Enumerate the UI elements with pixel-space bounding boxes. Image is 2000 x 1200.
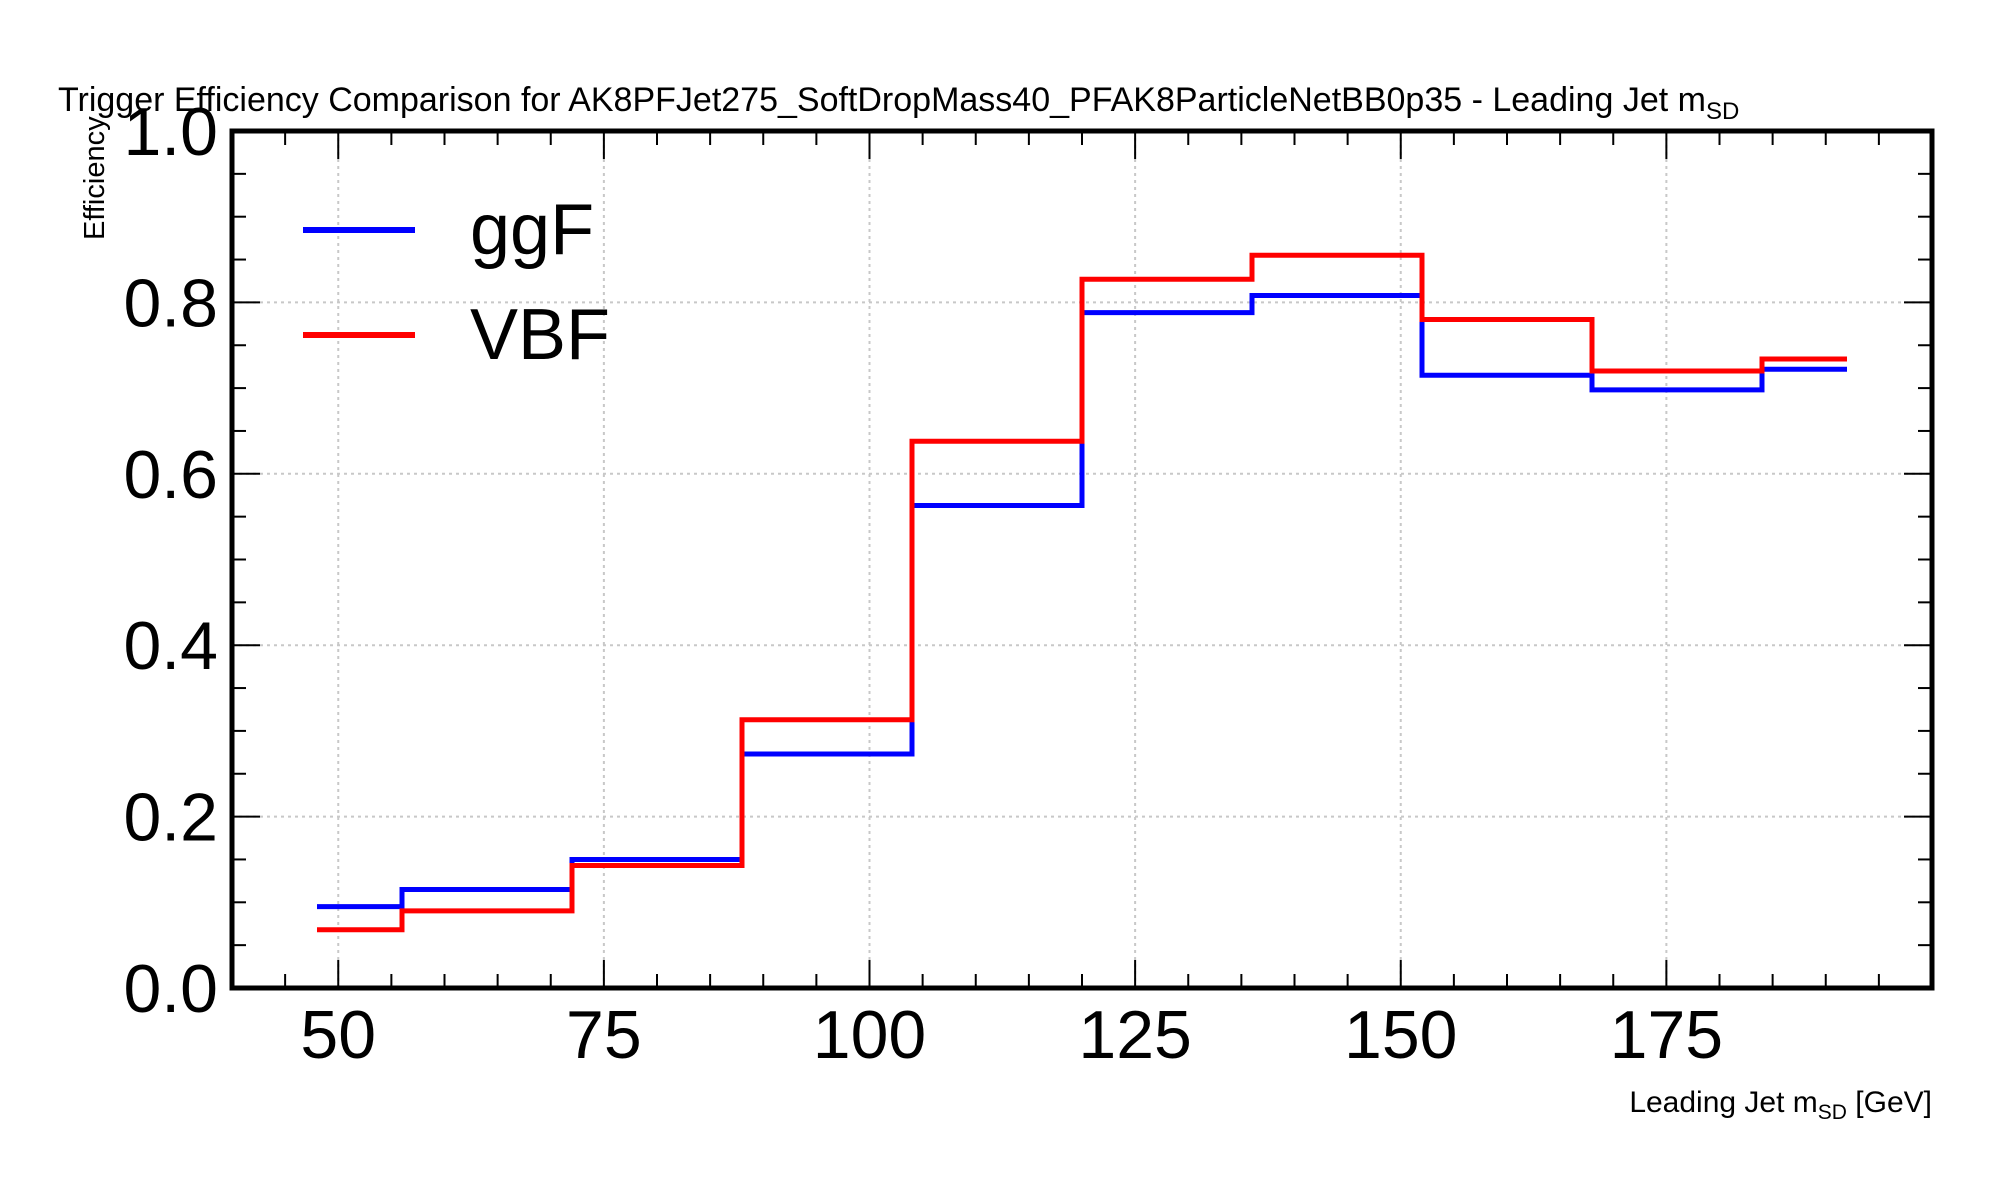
series-vbf-line xyxy=(317,252,1847,933)
x-axis-label-subscript: SD xyxy=(1818,1101,1847,1124)
x-tick-label: 50 xyxy=(300,997,376,1073)
x-tick-label: 125 xyxy=(1078,997,1191,1073)
x-axis-label: Leading Jet mSD [GeV] xyxy=(1629,1086,1932,1124)
legend: ggF VBF xyxy=(303,190,610,375)
tick-labels: 50 75 100 125 150 175 0.0 0.2 0.4 0.6 0.8 1.0 xyxy=(123,94,1723,1073)
x-tick-label: 175 xyxy=(1610,997,1723,1073)
x-axis-label-text: Leading Jet m xyxy=(1629,1086,1817,1119)
y-tick-label: 1.0 xyxy=(123,94,218,170)
x-tick-label: 100 xyxy=(813,997,926,1073)
axis-ticks xyxy=(231,130,1933,989)
chart-title: Trigger Efficiency Comparison for AK8PFJ… xyxy=(58,81,1739,125)
y-tick-label: 0.8 xyxy=(123,265,218,341)
y-tick-label: 0.4 xyxy=(123,608,218,684)
y-tick-label: 0.6 xyxy=(123,437,218,513)
y-axis-label: Efficiency xyxy=(79,116,111,240)
series-layer xyxy=(317,252,1847,933)
legend-label-ggf: ggF xyxy=(470,190,594,270)
legend-label-vbf: VBF xyxy=(470,295,610,375)
chart-title-text: Trigger Efficiency Comparison for AK8PFJ… xyxy=(58,81,1706,119)
x-tick-label: 150 xyxy=(1344,997,1457,1073)
x-tick-label: 75 xyxy=(566,997,642,1073)
chart-title-subscript: SD xyxy=(1706,98,1739,125)
y-tick-label: 0.0 xyxy=(123,951,218,1027)
y-tick-label: 0.2 xyxy=(123,780,218,856)
x-axis-label-unit: [GeV] xyxy=(1847,1086,1932,1119)
